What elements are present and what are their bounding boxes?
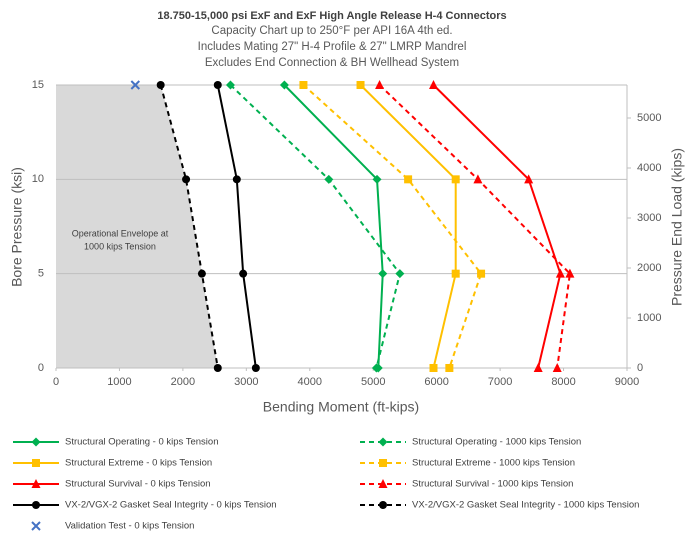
chart-subtitle: Includes Mating 27" H-4 Profile & 27" LM… [198, 41, 467, 53]
chart-subtitle: Capacity Chart up to 250°F per API 16A 4… [211, 25, 452, 37]
marker [428, 80, 438, 89]
legend-label: VX-2/VGX-2 Gasket Seal Integrity - 1000 … [412, 500, 639, 511]
marker [130, 80, 141, 90]
annotation: 1000 kips Tension [84, 241, 156, 251]
y2-tick-label: 4000 [637, 162, 661, 174]
marker [251, 364, 260, 372]
marker [299, 81, 308, 89]
marker [213, 81, 222, 89]
x-tick-label: 4000 [298, 376, 322, 388]
marker [473, 174, 483, 184]
legend-item: Structural Extreme - 1000 kips Tension [360, 458, 575, 469]
marker [232, 175, 241, 184]
marker [197, 269, 206, 278]
y2-tick-label: 2000 [637, 262, 661, 274]
series-line [216, 84, 257, 369]
marker [225, 80, 235, 90]
legend-label: Structural Operating - 1000 kips Tension [412, 437, 581, 448]
x-tick-label: 0 [53, 376, 59, 388]
x-tick-label: 8000 [551, 376, 575, 388]
legend-item: Structural Survival - 1000 kips Tension [360, 479, 573, 490]
envelope-area [56, 85, 218, 368]
marker [451, 269, 460, 278]
y-tick-label: 15 [32, 79, 44, 91]
series-line [432, 84, 562, 369]
marker [379, 459, 387, 467]
legend-label: Structural Survival - 0 kips Tension [65, 479, 211, 490]
marker [555, 268, 565, 278]
chart-title: 18.750-15,000 psi ExF and ExF High Angle… [157, 10, 506, 22]
marker [31, 521, 41, 531]
marker [156, 81, 165, 89]
y-tick-label: 10 [32, 173, 44, 185]
marker [371, 363, 381, 373]
marker [451, 175, 460, 184]
marker [213, 364, 222, 372]
marker [239, 269, 248, 278]
marker [324, 174, 334, 184]
x-tick-label: 2000 [171, 376, 195, 388]
series-line [283, 84, 384, 369]
marker [565, 268, 575, 278]
marker [445, 364, 454, 372]
marker [552, 363, 562, 372]
x-tick-label: 7000 [488, 376, 512, 388]
x-tick-label: 3000 [234, 376, 258, 388]
x-tick-label: 6000 [424, 376, 448, 388]
marker [379, 501, 387, 509]
marker [372, 174, 382, 184]
legend-label: VX-2/VGX-2 Gasket Seal Integrity - 0 kip… [65, 500, 277, 511]
y-axis-label: Bore Pressure (ksi) [9, 167, 25, 287]
legend-item: Structural Operating - 0 kips Tension [13, 437, 218, 448]
marker [378, 479, 388, 488]
legend-item: VX-2/VGX-2 Gasket Seal Integrity - 0 kip… [13, 500, 277, 511]
marker [31, 437, 41, 447]
y2-tick-label: 1000 [637, 312, 661, 324]
legend-label: Structural Operating - 0 kips Tension [65, 437, 218, 448]
x-axis-label: Bending Moment (ft-kips) [263, 399, 419, 415]
y2-axis-label: Pressure End Load (kips) [669, 148, 685, 306]
marker [533, 363, 543, 372]
legend-item: Structural Extreme - 0 kips Tension [13, 458, 212, 469]
legend-item: VX-2/VGX-2 Gasket Seal Integrity - 1000 … [360, 500, 639, 511]
annotation: Operational Envelope at [72, 228, 169, 238]
legend-item: Structural Operating - 1000 kips Tension [360, 437, 581, 448]
legend-label: Structural Extreme - 0 kips Tension [65, 458, 212, 469]
legend-label: Structural Extreme - 1000 kips Tension [412, 458, 575, 469]
y2-tick-label: 5000 [637, 112, 661, 124]
series-line [302, 84, 483, 369]
series-line [159, 84, 219, 369]
marker [182, 175, 191, 184]
marker [395, 269, 405, 279]
series-line [229, 84, 401, 369]
x-tick-label: 1000 [107, 376, 131, 388]
legend-item: Validation Test - 0 kips Tension [31, 521, 194, 532]
marker [356, 81, 365, 89]
marker [279, 80, 289, 90]
marker [429, 364, 438, 372]
marker [477, 269, 486, 278]
chart-subtitle: Excludes End Connection & BH Wellhead Sy… [205, 57, 459, 69]
y2-tick-label: 0 [637, 362, 643, 374]
marker [378, 437, 388, 447]
marker [32, 501, 40, 509]
marker [32, 459, 40, 467]
y-tick-label: 0 [38, 362, 44, 374]
x-tick-label: 5000 [361, 376, 385, 388]
marker [378, 269, 388, 279]
legend-label: Structural Survival - 1000 kips Tension [412, 479, 573, 490]
series-line [359, 84, 457, 369]
marker [31, 479, 41, 488]
marker [375, 80, 385, 89]
y-tick-label: 5 [38, 268, 44, 280]
y2-tick-label: 3000 [637, 212, 661, 224]
x-tick-label: 9000 [615, 376, 639, 388]
series-line [378, 84, 571, 369]
marker [524, 174, 534, 184]
legend-label: Validation Test - 0 kips Tension [65, 521, 194, 532]
legend-item: Structural Survival - 0 kips Tension [13, 479, 211, 490]
marker [404, 175, 413, 184]
